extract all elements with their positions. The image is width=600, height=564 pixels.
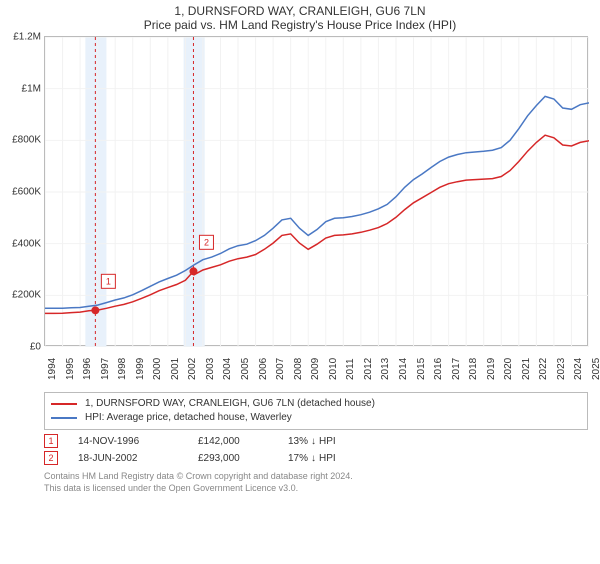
sale-hpi-diff: 13%↓HPI bbox=[288, 436, 336, 447]
x-tick-label: 2023 bbox=[556, 358, 567, 380]
x-tick-label: 2012 bbox=[363, 358, 374, 380]
sales-list: 1 14-NOV-1996 £142,000 13%↓HPI 2 18-JUN-2002 £… bbox=[44, 434, 588, 465]
attribution-line2: This data is licensed under the Open Gov… bbox=[44, 483, 588, 495]
x-tick-label: 2019 bbox=[486, 358, 497, 380]
sale-date: 18-JUN-2002 bbox=[78, 453, 178, 464]
y-tick-label: £600K bbox=[12, 187, 41, 198]
y-tick-label: £400K bbox=[12, 238, 41, 249]
y-tick-label: £200K bbox=[12, 290, 41, 301]
x-tick-label: 1996 bbox=[82, 358, 93, 380]
x-tick-label: 1998 bbox=[117, 358, 128, 380]
x-tick-label: 2001 bbox=[170, 358, 181, 380]
y-tick-label: £1.2M bbox=[13, 32, 41, 43]
x-tick-label: 2022 bbox=[538, 358, 549, 380]
x-tick-label: 2003 bbox=[205, 358, 216, 380]
x-tick-label: 2024 bbox=[573, 358, 584, 380]
plot: £0£200K£400K£600K£800K£1M£1.2M 12 bbox=[44, 36, 588, 346]
x-tick-label: 2009 bbox=[310, 358, 321, 380]
svg-text:1: 1 bbox=[106, 276, 111, 286]
sale-hpi-diff: 17%↓HPI bbox=[288, 453, 336, 464]
legend-item: HPI: Average price, detached house, Wave… bbox=[51, 411, 581, 425]
down-arrow-icon: ↓ bbox=[311, 436, 316, 447]
sale-price: £293,000 bbox=[198, 453, 268, 464]
y-tick-label: £800K bbox=[12, 135, 41, 146]
x-tick-label: 2021 bbox=[521, 358, 532, 380]
legend-label: 1, DURNSFORD WAY, CRANLEIGH, GU6 7LN (de… bbox=[85, 397, 375, 411]
chart-subtitle: Price paid vs. HM Land Registry's House … bbox=[0, 18, 600, 32]
x-tick-label: 2015 bbox=[416, 358, 427, 380]
sale-marker: 2 bbox=[44, 451, 58, 465]
x-tick-label: 2004 bbox=[222, 358, 233, 380]
x-tick-label: 2005 bbox=[240, 358, 251, 380]
attribution-line1: Contains HM Land Registry data © Crown c… bbox=[44, 471, 588, 483]
sale-row: 1 14-NOV-1996 £142,000 13%↓HPI bbox=[44, 434, 588, 448]
plot-svg: 12 bbox=[45, 37, 589, 347]
y-tick-label: £0 bbox=[30, 342, 41, 353]
legend-label: HPI: Average price, detached house, Wave… bbox=[85, 411, 292, 425]
x-tick-label: 2025 bbox=[591, 358, 600, 380]
attribution: Contains HM Land Registry data © Crown c… bbox=[44, 471, 588, 494]
sale-date: 14-NOV-1996 bbox=[78, 436, 178, 447]
y-tick-label: £1M bbox=[22, 83, 41, 94]
x-tick-label: 2018 bbox=[468, 358, 479, 380]
x-tick-label: 1995 bbox=[65, 358, 76, 380]
x-tick-label: 2006 bbox=[258, 358, 269, 380]
legend: 1, DURNSFORD WAY, CRANLEIGH, GU6 7LN (de… bbox=[44, 392, 588, 430]
y-axis-labels: £0£200K£400K£600K£800K£1M£1.2M bbox=[1, 37, 43, 345]
x-tick-label: 2011 bbox=[345, 358, 356, 380]
svg-text:2: 2 bbox=[204, 237, 209, 247]
down-arrow-icon: ↓ bbox=[311, 453, 316, 464]
x-tick-label: 1997 bbox=[100, 358, 111, 380]
chart-container: 1, DURNSFORD WAY, CRANLEIGH, GU6 7LN Pri… bbox=[0, 4, 600, 494]
x-tick-label: 2017 bbox=[451, 358, 462, 380]
chart-area: £0£200K£400K£600K£800K£1M£1.2M 12 199419… bbox=[44, 36, 588, 386]
x-tick-label: 2010 bbox=[328, 358, 339, 380]
legend-item: 1, DURNSFORD WAY, CRANLEIGH, GU6 7LN (de… bbox=[51, 397, 581, 411]
x-tick-label: 2014 bbox=[398, 358, 409, 380]
x-tick-label: 2007 bbox=[275, 358, 286, 380]
x-tick-label: 2013 bbox=[380, 358, 391, 380]
sale-row: 2 18-JUN-2002 £293,000 17%↓HPI bbox=[44, 451, 588, 465]
sale-price: £142,000 bbox=[198, 436, 268, 447]
x-tick-label: 2016 bbox=[433, 358, 444, 380]
x-tick-label: 2008 bbox=[293, 358, 304, 380]
sale-marker: 1 bbox=[44, 434, 58, 448]
x-tick-label: 2002 bbox=[187, 358, 198, 380]
legend-swatch bbox=[51, 417, 77, 419]
x-tick-label: 2000 bbox=[152, 358, 163, 380]
chart-title-address: 1, DURNSFORD WAY, CRANLEIGH, GU6 7LN bbox=[0, 4, 600, 18]
x-tick-label: 2020 bbox=[503, 358, 514, 380]
legend-swatch bbox=[51, 403, 77, 405]
x-axis-labels: 1994 1995 1996 1997 1998 1999 2000 2001 2002 2003… bbox=[44, 346, 588, 386]
x-tick-label: 1999 bbox=[135, 358, 146, 380]
x-tick-label: 1994 bbox=[47, 358, 58, 380]
